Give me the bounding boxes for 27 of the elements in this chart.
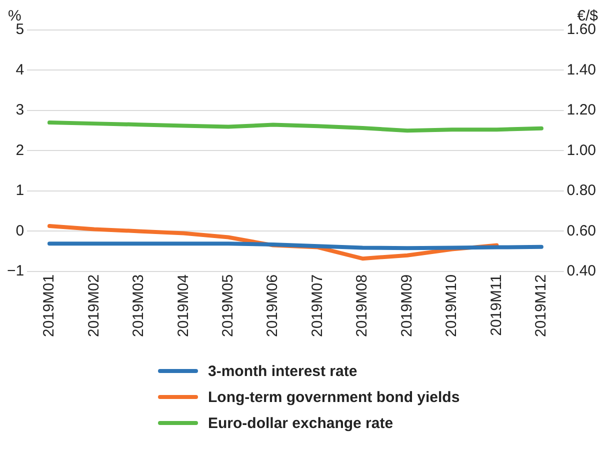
legend-label: Euro-dollar exchange rate — [208, 414, 394, 432]
x-tick-label: 2019M02 — [85, 274, 102, 338]
legend-label: Long-term government bond yields — [208, 388, 460, 406]
y-tick-label: 0 — [16, 222, 24, 240]
x-tick-label: 2019M01 — [40, 274, 58, 338]
y2-tick-label: 0.60 — [566, 222, 596, 240]
x-tick-label: 2019M09 — [398, 274, 416, 338]
y-tick-label: −1 — [6, 262, 24, 280]
legend-label: 3-month interest rate — [208, 362, 358, 380]
y-tick-label: 4 — [16, 61, 24, 78]
x-tick-label: 2019M05 — [220, 274, 237, 338]
x-tick-label: 2019M06 — [264, 274, 282, 338]
x-tick-label: 2019M04 — [174, 274, 192, 338]
y2-tick-label: 1.20 — [566, 102, 596, 119]
x-tick-label: 2019M03 — [130, 274, 148, 338]
y2-tick-label: 0.40 — [566, 262, 596, 280]
y-tick-label: 2 — [16, 142, 24, 159]
y-tick-label: 3 — [16, 102, 24, 119]
x-tick-label: 2019M10 — [443, 274, 460, 338]
y2-tick-label: 1.00 — [566, 142, 596, 159]
x-tick-label: 2019M11 — [488, 274, 505, 336]
x-tick-label: 2019M12 — [532, 274, 550, 338]
x-tick-label: 2019M07 — [308, 274, 326, 338]
y2-tick-label: 0.80 — [566, 182, 596, 200]
y-tick-label: 1 — [16, 182, 24, 200]
x-tick-label: 2019M08 — [354, 274, 371, 338]
y2-tick-label: 1.40 — [566, 61, 596, 78]
